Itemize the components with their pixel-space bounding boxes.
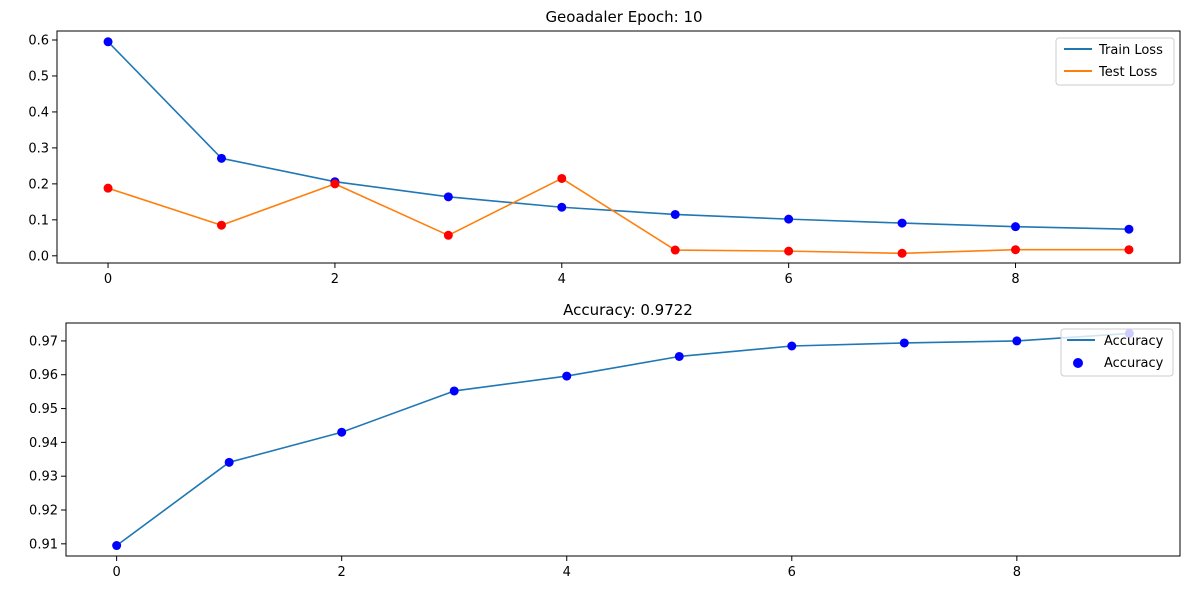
legend-accuracy-dot xyxy=(1073,358,1083,368)
loss-y-tick-label: 0.5 xyxy=(28,69,49,84)
legend-train-loss-label: Train Loss xyxy=(1098,43,1163,58)
loss-chart-axes-frame xyxy=(56,30,1181,264)
loss-x-tick-label: 2 xyxy=(331,272,339,287)
accuracy-point xyxy=(224,457,234,467)
accuracy-y-tick-label: 0.95 xyxy=(29,402,58,417)
accuracy-chart-y-axis: 0.91 0.92 0.93 0.94 0.95 0.96 0.97 xyxy=(29,334,66,552)
accuracy-point xyxy=(112,541,122,551)
train-loss-point xyxy=(1124,224,1134,234)
loss-y-tick-label: 0.3 xyxy=(28,141,49,156)
accuracy-chart-title: Accuracy: 0.9722 xyxy=(563,301,693,319)
train-loss-point xyxy=(784,214,794,224)
test-loss-point xyxy=(103,183,113,193)
loss-chart-marks xyxy=(103,37,1134,258)
loss-chart-title: Geoadaler Epoch: 10 xyxy=(545,8,702,26)
loss-chart-legend: Train Loss Test Loss xyxy=(1055,37,1175,86)
loss-chart-y-axis: 0.0 0.1 0.2 0.3 0.4 0.5 0.6 xyxy=(28,33,57,264)
loss-x-tick-label: 0 xyxy=(104,272,112,287)
loss-x-tick-label: 6 xyxy=(785,272,793,287)
train-loss-point xyxy=(443,192,453,202)
accuracy-x-tick-label: 2 xyxy=(338,565,346,580)
test-loss-point xyxy=(784,246,794,256)
train-loss-series-line xyxy=(107,41,1129,230)
accuracy-chart-marks xyxy=(112,328,1134,551)
legend-accuracy-line-label: Accuracy xyxy=(1104,334,1164,349)
accuracy-point xyxy=(674,351,684,361)
accuracy-x-tick-label: 4 xyxy=(563,565,571,580)
accuracy-x-tick-label: 0 xyxy=(112,565,120,580)
accuracy-x-tick-label: 8 xyxy=(1013,565,1021,580)
accuracy-chart-x-axis: 0 2 4 6 8 xyxy=(112,556,1021,580)
loss-x-tick-label: 4 xyxy=(558,272,566,287)
loss-y-tick-label: 0.0 xyxy=(28,249,49,264)
accuracy-series-line xyxy=(116,332,1130,547)
train-loss-point xyxy=(216,153,226,163)
legend-accuracy-dot-label: Accuracy xyxy=(1104,356,1164,371)
accuracy-chart-legend: Accuracy Accuracy xyxy=(1060,328,1174,377)
accuracy-y-tick-label: 0.97 xyxy=(29,334,58,349)
accuracy-point xyxy=(562,371,572,381)
accuracy-point xyxy=(449,386,459,396)
accuracy-x-tick-label: 6 xyxy=(788,565,796,580)
test-loss-point xyxy=(670,245,680,255)
test-loss-point xyxy=(1011,245,1021,255)
accuracy-y-tick-label: 0.91 xyxy=(29,537,58,552)
accuracy-y-tick-label: 0.94 xyxy=(29,436,58,451)
accuracy-y-tick-label: 0.96 xyxy=(29,368,58,383)
accuracy-point xyxy=(1012,336,1022,346)
accuracy-point xyxy=(787,341,797,351)
train-loss-point xyxy=(557,202,567,212)
accuracy-point xyxy=(899,338,909,348)
test-loss-point xyxy=(330,179,340,189)
loss-y-tick-label: 0.4 xyxy=(28,105,49,120)
loss-x-tick-label: 8 xyxy=(1011,272,1019,287)
train-loss-point xyxy=(897,218,907,228)
accuracy-y-tick-label: 0.93 xyxy=(29,470,58,485)
test-loss-point xyxy=(1124,245,1134,255)
loss-chart-x-axis: 0 2 4 6 8 xyxy=(104,263,1020,287)
train-loss-point xyxy=(670,209,680,219)
test-loss-series-line xyxy=(107,177,1129,255)
loss-y-tick-label: 0.6 xyxy=(28,33,49,48)
test-loss-point xyxy=(897,248,907,258)
accuracy-y-tick-label: 0.92 xyxy=(29,504,58,519)
legend-test-loss-label: Test Loss xyxy=(1098,65,1157,80)
test-loss-point xyxy=(216,220,226,230)
accuracy-point xyxy=(337,427,347,437)
loss-y-tick-label: 0.2 xyxy=(28,177,49,192)
loss-y-tick-label: 0.1 xyxy=(28,213,49,228)
test-loss-point xyxy=(443,230,453,240)
test-loss-point xyxy=(557,173,567,183)
train-loss-point xyxy=(1011,222,1021,232)
train-loss-point xyxy=(103,37,113,47)
accuracy-chart-axes-frame xyxy=(65,322,1181,557)
